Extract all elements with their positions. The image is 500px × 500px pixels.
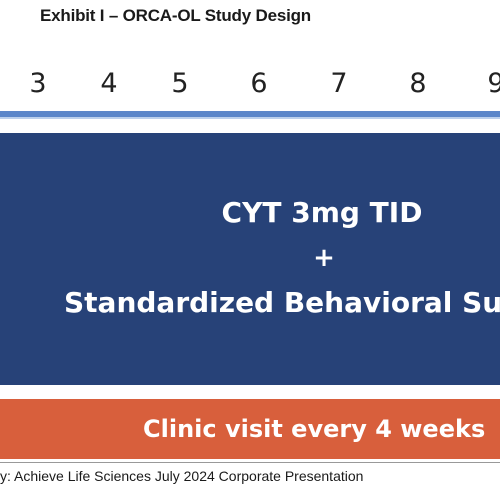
week-label: 3 [29,68,47,99]
source-caption: y: Achieve Life Sciences July 2024 Corpo… [0,468,364,484]
treatment-support: Standardized Behavioral Sup [64,286,500,319]
exhibit-title: Exhibit I – ORCA-OL Study Design [40,6,311,25]
timeline-line [0,111,500,117]
treatment-plus: + [313,243,335,273]
week-label: 8 [409,68,427,99]
week-label: 4 [100,68,118,99]
divider [0,462,500,463]
week-label: 6 [250,68,268,99]
treatment-drug: CYT 3mg TID [221,196,423,229]
clinic-visit-label: Clinic visit every 4 weeks [143,415,486,443]
week-label: 5 [171,68,189,99]
week-label: 9 [487,68,500,99]
week-axis: 3 4 5 6 7 8 9 [0,68,500,108]
timeline-line-shadow [0,117,500,119]
week-label: 7 [330,68,348,99]
clinic-visit-bar: Clinic visit every 4 weeks [0,399,500,459]
treatment-block: CYT 3mg TID + Standardized Behavioral Su… [0,133,500,385]
